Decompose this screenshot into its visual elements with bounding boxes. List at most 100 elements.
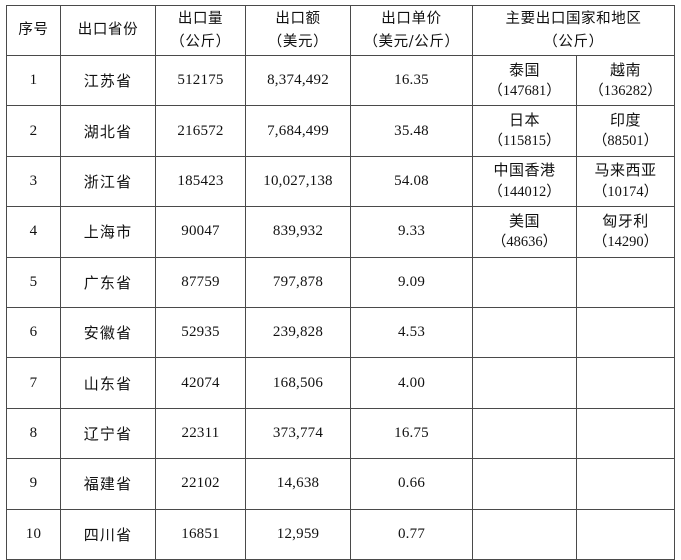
cell-index: 3 [6,155,61,208]
cell-quantity: 512175 [155,54,246,107]
column-header-quantity: 出口量 （公斤） [155,5,246,56]
country-name: 日本 [508,110,540,129]
cell-unit-price: 54.08 [350,155,473,208]
column-header-amount-unit: （美元） [267,33,329,50]
table-row: 3 浙江省 185423 10,027,138 54.08 中国香港 （1440… [6,155,675,208]
cell-index: 4 [6,206,61,258]
cell-amount: 7,684,499 [245,105,351,157]
cell-unit-price: 0.77 [350,508,473,560]
table-row: 8 辽宁省 22311 373,774 16.75 [6,407,675,460]
column-header-unit-price-unit: （美元/公斤） [363,33,460,50]
table-row: 5 广东省 87759 797,878 9.09 [6,256,675,308]
cell-amount: 168,506 [245,357,351,409]
column-header-amount: 出口额 （美元） [245,5,351,56]
cell-country-primary [472,357,577,409]
cell-country-primary [472,508,577,560]
cell-index: 5 [6,256,61,308]
export-statistics-table: 序号 出口省份 出口量 （公斤） 出口额 （美元） 出口单价 （美元/公斤） [6,5,675,560]
table-row: 1 江苏省 512175 8,374,492 16.35 泰国 （147681）… [6,54,675,107]
cell-province: 四川省 [60,508,156,560]
cell-country-primary [472,256,577,308]
cell-country-primary: 中国香港 （144012） [472,155,577,208]
country-value: （10174） [592,183,659,200]
cell-amount: 839,932 [245,206,351,258]
cell-index: 9 [6,458,61,510]
cell-amount: 8,374,492 [245,54,351,107]
column-header-countries-unit: （公斤） [543,33,604,50]
cell-province: 福建省 [60,458,156,510]
column-header-quantity-line1: 出口量 [177,11,224,28]
cell-quantity: 16851 [155,508,246,560]
country-value: （147681） [488,83,561,100]
cell-country-secondary [576,407,675,460]
cell-quantity: 52935 [155,306,246,359]
cell-country-secondary [576,306,675,359]
country-name: 中国香港 [493,161,556,180]
country-value: （48636） [491,234,558,251]
cell-quantity: 90047 [155,206,246,258]
column-header-province: 出口省份 [60,5,156,56]
cell-country-secondary: 越南 （136282） [576,54,675,107]
country-value: （88501） [592,133,659,150]
cell-province: 江苏省 [60,54,156,107]
cell-unit-price: 9.09 [350,256,473,308]
cell-unit-price: 4.00 [350,357,473,409]
table-row: 6 安徽省 52935 239,828 4.53 [6,306,675,359]
cell-country-primary [472,306,577,359]
cell-unit-price: 35.48 [350,105,473,157]
cell-province: 广东省 [60,256,156,308]
column-header-quantity-unit: （公斤） [170,33,231,50]
cell-province: 上海市 [60,206,156,258]
country-name: 马来西亚 [594,161,657,180]
cell-index: 1 [6,54,61,107]
column-header-unit-price: 出口单价 （美元/公斤） [350,5,473,56]
country-value: （136282） [589,83,662,100]
cell-province: 辽宁省 [60,407,156,460]
cell-province: 湖北省 [60,105,156,157]
column-header-countries-line1: 主要出口国家和地区 [505,11,642,28]
cell-amount: 12,959 [245,508,351,560]
country-name: 美国 [508,211,540,230]
column-header-unit-price-line1: 出口单价 [381,11,442,28]
cell-province: 浙江省 [60,155,156,208]
cell-country-primary: 美国 （48636） [472,206,577,258]
table-row: 2 湖北省 216572 7,684,499 35.48 日本 （115815）… [6,105,675,157]
table-row: 9 福建省 22102 14,638 0.66 [6,458,675,510]
country-name: 越南 [609,60,641,79]
cell-unit-price: 16.75 [350,407,473,460]
column-header-countries: 主要出口国家和地区 （公斤） [472,5,675,56]
cell-amount: 239,828 [245,306,351,359]
cell-quantity: 185423 [155,155,246,208]
cell-country-primary: 日本 （115815） [472,105,577,157]
header-row: 序号 出口省份 出口量 （公斤） 出口额 （美元） 出口单价 （美元/公斤） [6,5,675,56]
cell-quantity: 42074 [155,357,246,409]
country-value: （115815） [488,133,561,150]
country-value: （144012） [488,183,561,200]
table-header: 序号 出口省份 出口量 （公斤） 出口额 （美元） 出口单价 （美元/公斤） [6,5,675,56]
cell-unit-price: 0.66 [350,458,473,510]
cell-unit-price: 9.33 [350,206,473,258]
cell-province: 山东省 [60,357,156,409]
cell-quantity: 87759 [155,256,246,308]
cell-country-secondary: 马来西亚 （10174） [576,155,675,208]
cell-country-secondary [576,256,675,308]
country-value: （14290） [592,234,659,251]
cell-country-secondary: 匈牙利 （14290） [576,206,675,258]
cell-country-secondary: 印度 （88501） [576,105,675,157]
cell-country-primary: 泰国 （147681） [472,54,577,107]
country-name: 泰国 [508,60,540,79]
country-name: 印度 [609,110,641,129]
cell-index: 10 [6,508,61,560]
table-row: 7 山东省 42074 168,506 4.00 [6,357,675,409]
cell-quantity: 216572 [155,105,246,157]
table-body: 1 江苏省 512175 8,374,492 16.35 泰国 （147681）… [6,54,675,560]
cell-index: 6 [6,306,61,359]
cell-amount: 14,638 [245,458,351,510]
cell-country-secondary [576,357,675,409]
cell-country-primary [472,458,577,510]
table-row: 4 上海市 90047 839,932 9.33 美国 （48636） 匈牙利 … [6,206,675,258]
cell-unit-price: 16.35 [350,54,473,107]
cell-amount: 10,027,138 [245,155,351,208]
cell-index: 7 [6,357,61,409]
